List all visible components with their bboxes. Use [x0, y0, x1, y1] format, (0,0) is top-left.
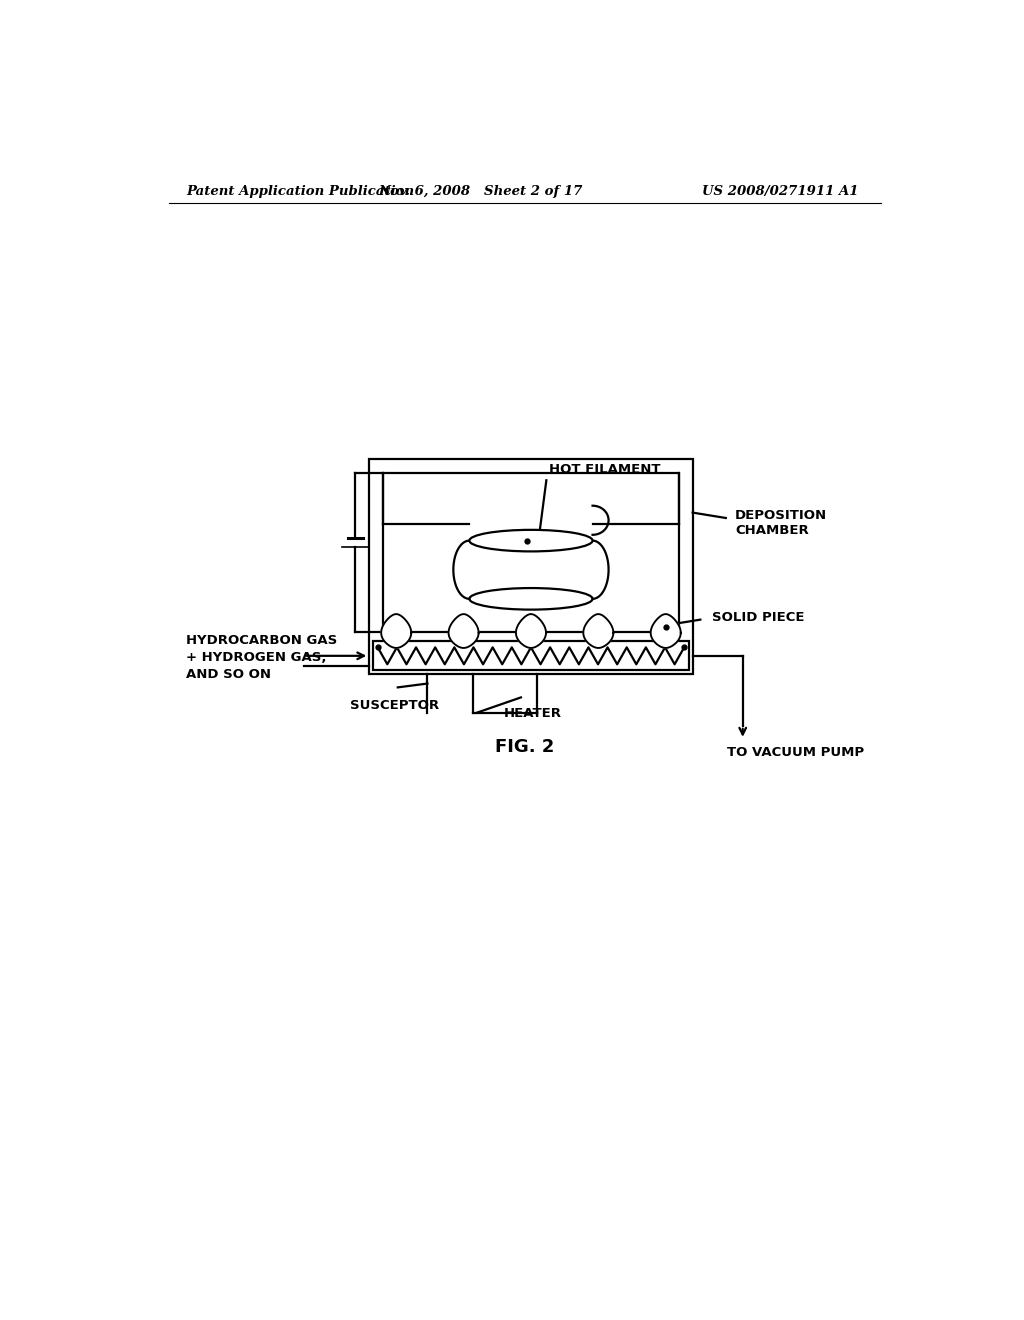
Polygon shape — [516, 614, 546, 648]
Text: HOT FILAMENT: HOT FILAMENT — [550, 462, 660, 475]
Text: HYDROCARBON GAS
+ HYDROGEN GAS,
AND SO ON: HYDROCARBON GAS + HYDROGEN GAS, AND SO O… — [186, 635, 337, 681]
Text: SUSCEPTOR: SUSCEPTOR — [350, 700, 439, 711]
Polygon shape — [650, 614, 681, 648]
Bar — [370, 459, 692, 675]
Polygon shape — [584, 614, 613, 648]
Text: US 2008/0271911 A1: US 2008/0271911 A1 — [701, 185, 858, 198]
Text: SOLID PIECE: SOLID PIECE — [712, 611, 805, 624]
Text: Nov. 6, 2008   Sheet 2 of 17: Nov. 6, 2008 Sheet 2 of 17 — [379, 185, 583, 198]
Text: DEPOSITION
CHAMBER: DEPOSITION CHAMBER — [735, 508, 827, 537]
Text: Patent Application Publication: Patent Application Publication — [186, 185, 414, 198]
Ellipse shape — [469, 589, 593, 610]
Text: TO VACUUM PUMP: TO VACUUM PUMP — [727, 746, 864, 759]
Bar — [383, 473, 679, 632]
Polygon shape — [449, 614, 478, 648]
Polygon shape — [381, 614, 412, 648]
Text: FIG. 2: FIG. 2 — [496, 738, 554, 756]
Ellipse shape — [469, 529, 593, 552]
Bar — [373, 642, 689, 671]
Text: HEATER: HEATER — [504, 706, 562, 719]
